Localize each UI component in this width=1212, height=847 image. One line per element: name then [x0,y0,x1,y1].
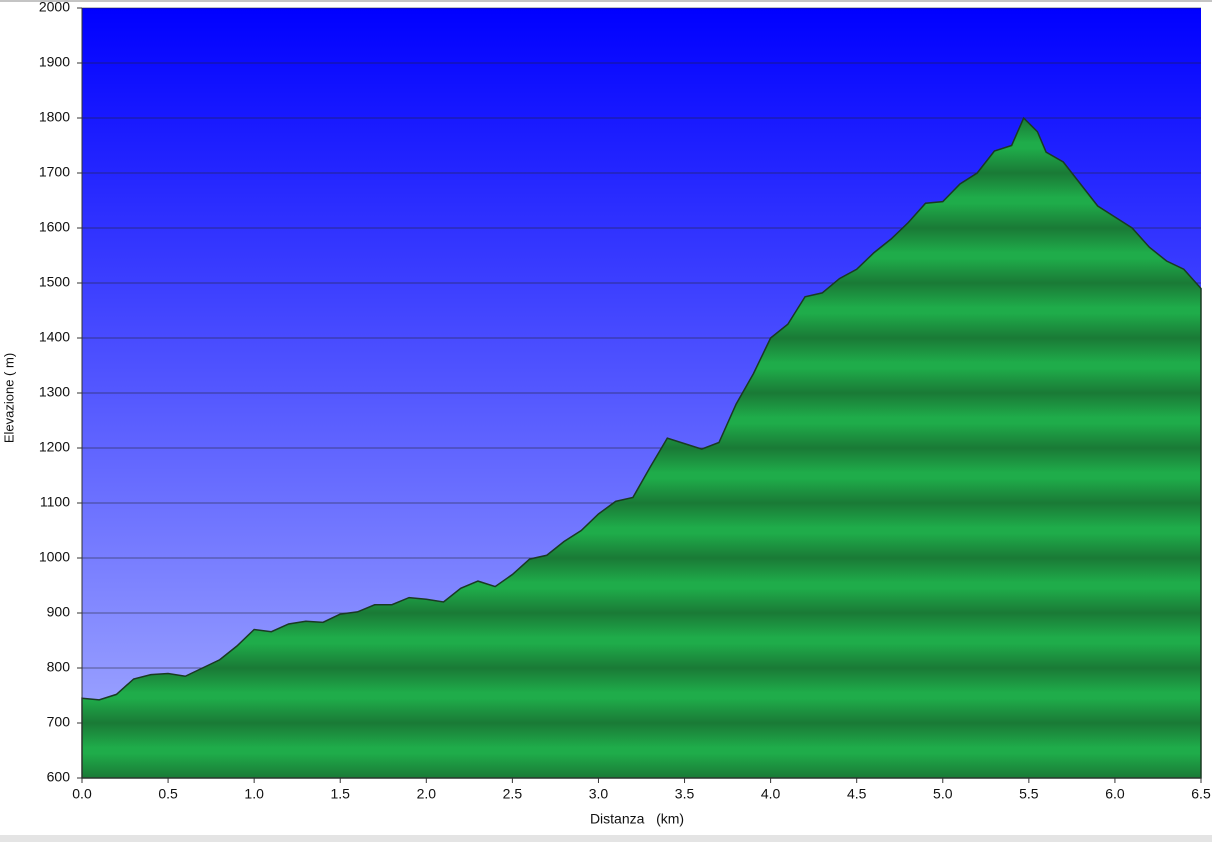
y-tick-label: 1300 [39,384,70,400]
x-tick-label: 1.0 [244,786,264,802]
x-tick-label: 1.5 [330,786,350,802]
y-tick-label: 600 [47,769,71,785]
y-tick-label: 1600 [39,219,70,235]
x-tick-label: 6.5 [1191,786,1211,802]
elevation-area [81,116,1202,779]
y-axis-label: Elevazione ( m) [1,353,16,443]
y-tick-label: 700 [47,714,71,730]
x-tick-label: 3.0 [589,786,609,802]
y-tick-label: 1000 [39,549,70,565]
x-tick-label: 5.5 [1019,786,1039,802]
footer-strip [0,835,1212,842]
y-tick-label: 1900 [39,54,70,70]
x-tick-label: 2.5 [503,786,523,802]
x-tick-label: 2.0 [417,786,437,802]
x-axis-label: Distanza (km) [590,811,684,827]
x-tick-label: 3.5 [675,786,695,802]
x-tick-label: 5.0 [933,786,953,802]
y-tick-label: 2000 [39,0,70,15]
x-tick-label: 0.0 [72,786,92,802]
x-tick-label: 0.5 [158,786,178,802]
y-tick-label: 1200 [39,439,70,455]
y-tick-label: 1400 [39,329,70,345]
x-tick-label: 6.0 [1105,786,1125,802]
x-tick-label: 4.0 [761,786,781,802]
y-tick-label: 1100 [40,494,70,510]
x-tick-label: 4.5 [847,786,867,802]
y-tick-label: 1800 [39,109,70,125]
y-tick-label: 800 [47,659,71,675]
y-tick-label: 1700 [39,164,70,180]
y-tick-label: 900 [47,604,71,620]
y-tick-label: 1500 [39,274,70,290]
